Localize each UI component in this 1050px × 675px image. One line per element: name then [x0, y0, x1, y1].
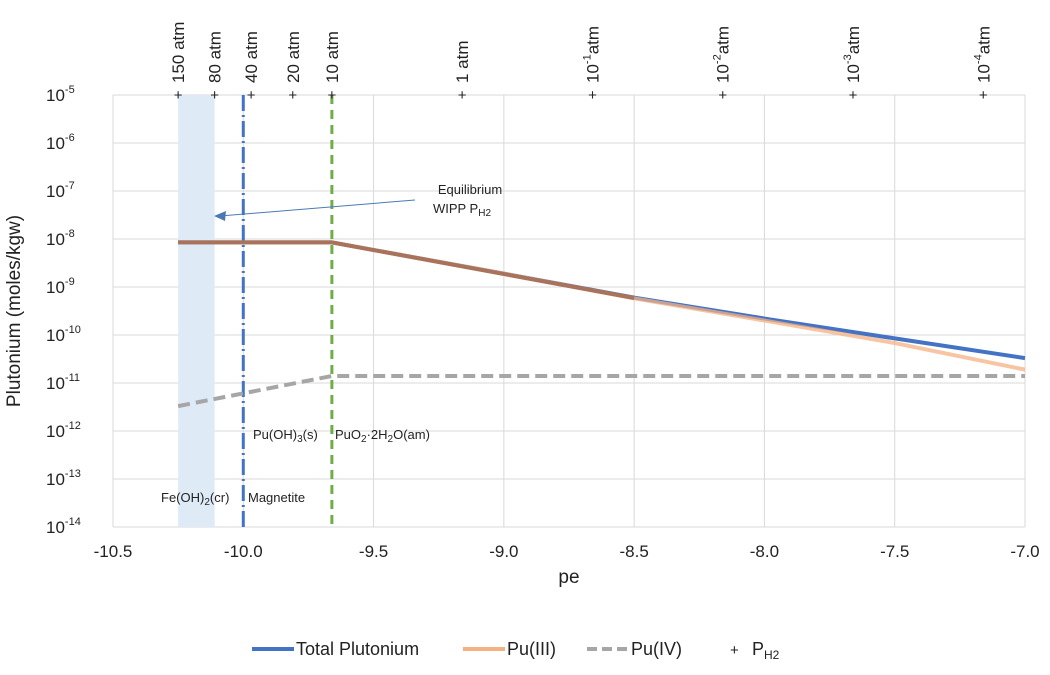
ph2-marker-label: 1 atm [453, 40, 472, 83]
x-tick-label: -8.0 [750, 542, 779, 561]
legend-label-ph2: PH2 [752, 639, 780, 662]
ph2-marker: + [174, 87, 183, 104]
arrow-head [214, 211, 226, 221]
legend-label: Total Plutonium [296, 639, 419, 659]
ph2-marker: + [247, 87, 256, 104]
arrow-label-line2: WIPP PH2 [433, 201, 492, 219]
axes: 10-5 10-6 10-7 10-8 10-9 10-10 10-11 10-12 10-13… [46, 84, 1040, 561]
y-tick-label: 10-8 [46, 228, 75, 249]
fe-oh2-label: Fe(OH)2(cr) [161, 490, 229, 508]
y-tick-label: 10-14 [46, 516, 81, 537]
ph2-marker-label: 20 atm [284, 31, 303, 83]
ph2-marker: + [210, 87, 219, 104]
ph2-marker: + [979, 87, 988, 104]
gridlines [112, 94, 1026, 528]
magnetite-label: Magnetite [248, 490, 305, 505]
legend-ph2-symbol: + [730, 642, 739, 659]
x-tick-label: -9.0 [489, 542, 518, 561]
ph2-marker-label: 10 atm [323, 31, 342, 83]
series-layer [177, 240, 1026, 409]
y-tick-label: 10-13 [46, 468, 81, 489]
y-tick-label: 10-11 [46, 372, 80, 393]
annotation-arrow [219, 199, 416, 217]
ph2-marker: + [588, 87, 597, 104]
y-tick-label: 10-5 [46, 84, 75, 105]
ph2-marker-label: 150 atm [169, 22, 188, 83]
ph2-marker-label: 10-4atm [972, 26, 993, 83]
annotations: Equilibrium WIPP PH2 Fe(OH)2(cr) Magneti… [161, 182, 502, 508]
pu-oh3-label: Pu(OH)3(s) [253, 427, 318, 445]
legend-label: Pu(III) [507, 639, 556, 659]
ph2-marker: + [718, 87, 727, 104]
ph2-marker-label: 40 atm [242, 31, 261, 83]
y-tick-label: 10-9 [46, 276, 75, 297]
ph2-marker: + [288, 87, 297, 104]
y-axis-title: Plutonium (moles/kgw) [4, 215, 25, 407]
x-tick-label: -10.0 [224, 542, 263, 561]
ph2-marker-label: 10-2atm [712, 26, 733, 83]
series-line-total-plutonium [178, 240, 1026, 361]
ph2-markers: +150 atm +80 atm +40 atm +20 atm +10 atm +1 a… [169, 22, 993, 104]
series-line-pu-iii- [178, 240, 1026, 372]
x-tick-label: -7.0 [1010, 542, 1039, 561]
overlap-line [178, 240, 635, 300]
x-tick-label: -8.5 [619, 542, 648, 561]
y-tick-label: 10-12 [46, 420, 81, 441]
series-line-pu-iv- [177, 373, 1025, 409]
y-tick-label: 10-7 [46, 180, 75, 201]
wipp-ph2-shaded-region [178, 95, 215, 527]
ph2-marker: + [327, 87, 336, 104]
shaded-region-layer [178, 95, 215, 527]
x-tick-label: -7.5 [880, 542, 909, 561]
x-axis-title: pe [558, 567, 579, 588]
ph2-marker-label: 10-3atm [842, 26, 863, 83]
x-tick-label: -9.5 [359, 542, 388, 561]
legend-label: Pu(IV) [631, 639, 682, 659]
ph2-marker-label: 10-1atm [581, 26, 602, 83]
x-tick-label: -10.5 [94, 542, 133, 561]
ph2-marker: + [849, 87, 858, 104]
y-tick-label: 10-10 [46, 324, 81, 345]
puo2-label: PuO2·2H2O(am) [335, 427, 430, 445]
phase-boundary-lines [241, 95, 334, 527]
legend: Total Plutonium Pu(III) Pu(IV) + PH2 [252, 639, 780, 662]
ph2-marker-label: 80 atm [206, 31, 225, 83]
ph2-marker: + [458, 87, 467, 104]
y-tick-label: 10-6 [46, 132, 75, 153]
arrow-label-line1: Equilibrium [438, 182, 502, 197]
